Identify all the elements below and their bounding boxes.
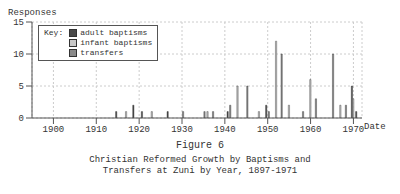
html-text:Date: Date — [364, 122, 386, 132]
svg-text:1960: 1960 — [300, 125, 322, 135]
html-text:Figure 6: Figure 6 — [176, 140, 224, 151]
svg-text:5: 5 — [19, 82, 24, 92]
html-text:adult baptisms: adult baptisms — [80, 28, 148, 37]
svg-text:10: 10 — [13, 50, 24, 60]
svg-text:1940: 1940 — [214, 125, 236, 135]
svg-text:1910: 1910 — [85, 125, 107, 135]
html-text:transfers: transfers — [80, 48, 124, 57]
html-text:infant baptisms: infant baptisms — [80, 38, 153, 47]
svg-text:1920: 1920 — [128, 125, 150, 135]
html-text:Christian Reformed Growth by B: Christian Reformed Growth by Baptisms an… — [89, 155, 311, 176]
svg-text:1930: 1930 — [171, 125, 193, 135]
svg-text:1950: 1950 — [257, 125, 279, 135]
svg-text:1970: 1970 — [343, 125, 365, 135]
svg-text:15: 15 — [13, 18, 24, 28]
html-text:Key:: Key: — [44, 28, 64, 37]
html-text:Responses: Responses — [8, 8, 57, 18]
svg-text:1900: 1900 — [43, 125, 65, 135]
svg-text:0: 0 — [19, 114, 24, 124]
